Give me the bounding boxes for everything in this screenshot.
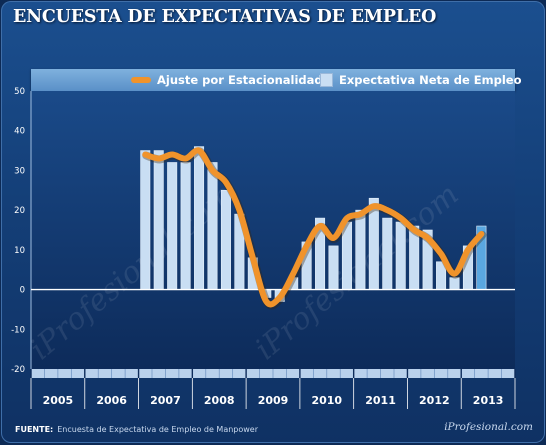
y-tick-label: -10 — [11, 325, 25, 335]
legend-item-adjusted: Ajuste por Estacionalidad — [131, 72, 323, 88]
bar — [167, 162, 178, 290]
bar — [140, 150, 151, 290]
x-year-label: 2009 — [258, 394, 289, 407]
bar — [328, 245, 339, 290]
bar — [153, 150, 164, 290]
site-credit: iProfesional.com — [444, 421, 533, 433]
y-tick-label: 30 — [14, 166, 25, 176]
x-year-label: 2013 — [473, 394, 504, 407]
legend: Ajuste por Estacionalidad Expectativa Ne… — [31, 69, 522, 91]
bar — [194, 146, 205, 290]
source-note: FUENTE: Encuesta de Expectativa de Empleo… — [15, 425, 258, 434]
bar — [382, 217, 393, 290]
legend-label-adjusted: Ajuste por Estacionalidad — [157, 73, 323, 87]
x-year-label: 2006 — [96, 394, 127, 407]
source-label: FUENTE: — [15, 425, 54, 434]
legend-label-net: Expectativa Neta de Empleo — [339, 73, 522, 87]
bar — [449, 277, 460, 290]
y-tick-label: 50 — [14, 87, 25, 97]
source-text: Encuesta de Expectativa de Empleo de Man… — [57, 425, 259, 434]
legend-swatch-line — [131, 77, 151, 83]
x-year-label: 2005 — [43, 394, 74, 407]
legend-item-net: Expectativa Neta de Empleo — [320, 72, 522, 88]
legend-swatch-bar — [320, 73, 333, 87]
y-tick-label: 20 — [14, 206, 25, 216]
bar — [395, 221, 406, 290]
y-tick-label: -20 — [11, 365, 25, 375]
x-year-label: 2012 — [419, 394, 450, 407]
x-year-label: 2011 — [365, 394, 396, 407]
bar — [355, 209, 366, 290]
x-year-label: 2008 — [204, 394, 235, 407]
plot-background — [31, 91, 515, 369]
x-year-label: 2007 — [150, 394, 181, 407]
y-tick-label: 10 — [14, 246, 25, 256]
seasonal-adjusted-line — [142, 147, 485, 308]
y-tick-label: 0 — [20, 286, 25, 296]
bar — [220, 189, 231, 290]
y-tick-label: 40 — [14, 127, 25, 137]
bar — [180, 162, 191, 290]
bar — [207, 162, 218, 290]
x-year-label: 2010 — [311, 394, 342, 407]
chart-title: ENCUESTA DE EXPECTATIVAS DE EMPLEO — [13, 7, 437, 27]
